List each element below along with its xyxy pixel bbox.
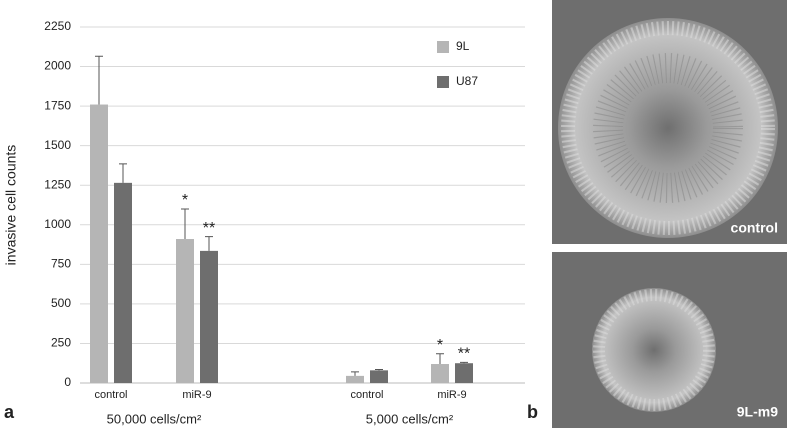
legend-swatch [437, 76, 449, 88]
panel-label: a [4, 402, 15, 422]
error-bar [436, 353, 444, 365]
image-label: control [731, 220, 778, 236]
legend-swatch [437, 41, 449, 53]
x-tick-label: miR-9 [437, 389, 466, 401]
bar [370, 370, 388, 383]
significance-marker: * [437, 337, 443, 354]
bar [114, 182, 132, 383]
bar [176, 239, 194, 383]
error-bar [95, 55, 103, 105]
bar [90, 104, 108, 383]
significance-marker: ** [458, 346, 470, 363]
error-bar [375, 369, 383, 371]
y-tick-label: 750 [51, 257, 71, 271]
error-bar [205, 236, 213, 251]
y-tick-label: 2000 [44, 59, 71, 73]
bar [455, 363, 473, 383]
error-bar [181, 208, 189, 240]
group-label: 5,000 cells/cm² [366, 411, 454, 426]
y-tick-label: 1000 [44, 217, 71, 231]
y-tick-label: 250 [51, 336, 71, 350]
x-tick-label: control [350, 389, 383, 401]
x-tick-label: control [94, 389, 127, 401]
y-tick-label: 0 [64, 375, 71, 389]
panel-label: b [527, 402, 538, 422]
legend-label: 9L [456, 39, 470, 53]
significance-marker: * [182, 192, 188, 209]
error-bar [460, 361, 468, 364]
y-tick-label: 2250 [44, 19, 71, 33]
legend-label: U87 [456, 74, 478, 88]
x-tick-label: miR-9 [182, 389, 211, 401]
bar [346, 375, 364, 383]
y-tick-label: 1250 [44, 177, 71, 191]
image-label: 9L-m9 [737, 404, 778, 420]
y-axis-label: invasive cell counts [3, 145, 19, 266]
error-bar [119, 163, 127, 183]
image-control [552, 0, 787, 244]
y-tick-label: 1750 [44, 98, 71, 112]
group-label: 50,000 cells/cm² [107, 411, 202, 426]
y-tick-label: 1500 [44, 138, 71, 152]
image-9L-m9 [552, 252, 787, 428]
bar [431, 364, 449, 383]
y-tick-label: 500 [51, 296, 71, 310]
error-bar [351, 371, 359, 376]
significance-marker: ** [203, 220, 215, 237]
bar [200, 250, 218, 383]
